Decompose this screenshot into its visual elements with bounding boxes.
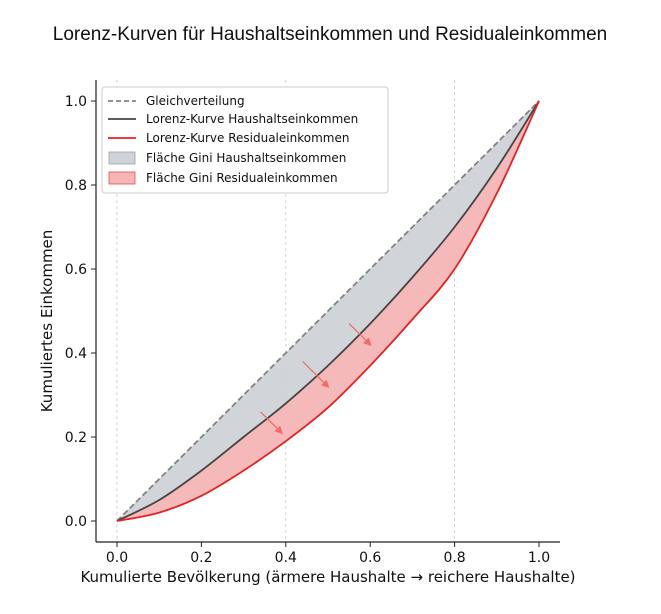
legend: Gleichverteilung Lorenz-Kurve Haushaltsei… [101,86,389,194]
legend-entry-haushalt: Lorenz-Kurve Haushaltseinkommen [146,112,358,126]
x-axis-label: Kumulierte Bevölkerung (ärmere Haushalte… [80,568,575,586]
series-line-residual [116,100,540,522]
legend-box [101,86,389,194]
y-tick-label: 0.0 [65,514,87,530]
series-line-haushalt [116,100,540,522]
x-tick-label: 0.2 [190,550,212,566]
annotation-arrow [348,323,372,347]
annotation-arrow [260,411,283,435]
annotation-arrow [302,360,330,389]
legend-entry-gini-residual-swatch [108,171,136,185]
x-tick-label: 0.4 [275,550,297,566]
x-tick-label: 0.8 [443,550,465,566]
legend-entry-gini-haushalt: Fläche Gini Haushaltseinkommen [146,151,346,165]
legend-entry-gleichverteilung: Gleichverteilung [146,94,245,108]
y-axis-label: Kumuliertes Einkommen [38,230,56,413]
legend-entry-gini-haushalt-swatch [108,151,136,165]
y-tick-label: 0.6 [65,262,87,278]
legend-entry-gini-residual: Fläche Gini Residualeinkommen [146,171,338,185]
x-tick-label: 0.0 [106,550,128,566]
y-tick-label: 1.0 [65,94,87,110]
series-line-gleichverteilung [116,100,540,522]
plot-area: 0.0 0.2 0.4 0.6 0.8 1.0 0.0 0.2 0.4 0.6 0.8 1.0 Glei… [65,80,560,566]
y-tick-label: 0.2 [65,430,87,446]
legend-entry-residual: Lorenz-Kurve Residualeinkommen [146,131,349,145]
y-tick-label: 0.4 [65,346,87,362]
y-tick-label: 0.8 [65,178,87,194]
x-tick-label: 1.0 [528,550,550,566]
x-tick-label: 0.6 [359,550,381,566]
chart-title: Lorenz-Kurven für Haushaltseinkommen und… [53,24,607,45]
